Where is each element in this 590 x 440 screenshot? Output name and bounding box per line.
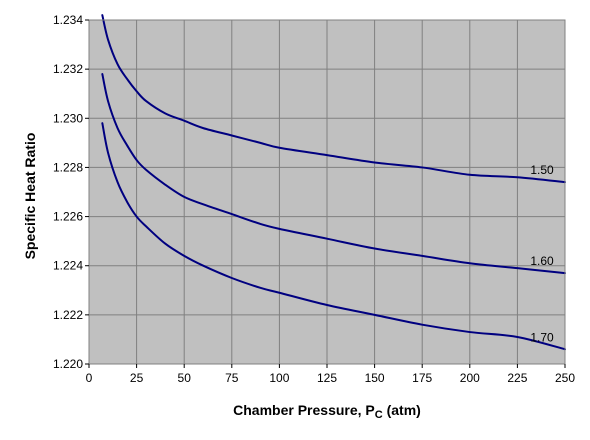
y-tick-label: 1.228 <box>53 160 83 174</box>
x-tick-label: 100 <box>269 371 289 385</box>
y-tick-label: 1.230 <box>53 111 83 125</box>
y-tick-label: 1.222 <box>53 308 83 322</box>
y-tick-label: 1.234 <box>53 13 83 27</box>
x-tick-label: 125 <box>317 371 337 385</box>
series-label-2: 1.70 <box>530 330 554 344</box>
y-tick-label: 1.232 <box>53 62 83 76</box>
x-tick-label: 225 <box>507 371 527 385</box>
x-axis-ticks: 0 25 50 75 100 125 150 175 200 225 250 <box>86 364 575 385</box>
x-tick-label: 0 <box>86 371 93 385</box>
series-line-2 <box>101 122 566 351</box>
y-tick-label: 1.220 <box>53 357 83 371</box>
x-axis-title-main: Chamber Pressure, P <box>233 402 375 418</box>
x-axis-title-subscript: C <box>375 409 383 421</box>
series-label-1: 1.60 <box>530 254 554 268</box>
series-labels: 1.50 1.60 1.70 <box>530 163 554 344</box>
y-tick-label: 1.226 <box>53 210 83 224</box>
series-line-0 <box>101 14 566 184</box>
x-tick-label: 75 <box>225 371 239 385</box>
x-tick-label: 250 <box>555 371 575 385</box>
x-tick-label: 200 <box>460 371 480 385</box>
y-axis-ticks: 1.220 1.222 1.224 1.226 1.228 1.230 1.232 1.234 <box>53 13 89 371</box>
y-tick-label: 1.224 <box>53 259 83 273</box>
x-axis-title-unit: (atm) <box>383 402 421 418</box>
x-tick-label: 175 <box>412 371 432 385</box>
x-axis-title: Chamber Pressure, PC (atm) <box>233 402 421 421</box>
y-axis-title: Specific Heat Ratio <box>22 133 38 260</box>
series-line-1 <box>101 73 566 275</box>
x-tick-label: 50 <box>178 371 192 385</box>
series-lines <box>101 14 566 351</box>
series-label-0: 1.50 <box>530 163 554 177</box>
x-tick-label: 150 <box>365 371 385 385</box>
x-tick-label: 25 <box>130 371 144 385</box>
